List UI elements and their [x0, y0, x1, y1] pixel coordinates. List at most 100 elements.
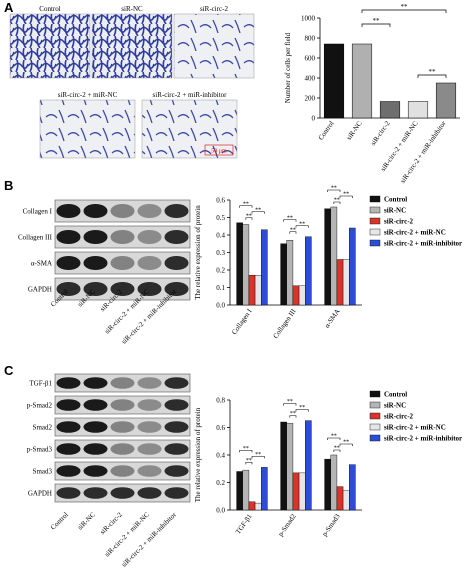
significance: **: [243, 201, 249, 207]
bar: [242, 224, 250, 306]
significance-bracket: [289, 231, 297, 234]
bar: [254, 502, 262, 511]
significance: **: [290, 411, 296, 417]
legend-label: siR-circ-2 + miR-NC: [384, 229, 446, 237]
bar: [324, 208, 331, 306]
y-tick-label: 0.1: [216, 284, 225, 292]
significance-bracket: [245, 217, 253, 220]
bar: [349, 227, 356, 306]
blot-row-label: Smad3: [33, 468, 53, 476]
significance: **: [290, 227, 296, 233]
blot-band: [56, 281, 81, 297]
significance: **: [287, 215, 293, 221]
x-tick-label: p-Smad3: [321, 512, 342, 538]
bar: [261, 467, 268, 511]
blot-band: [56, 229, 81, 245]
legend-label: siR-NC: [384, 207, 406, 215]
blot-band: [137, 465, 162, 477]
significance-bracket: [339, 443, 353, 446]
blot-band: [164, 203, 189, 219]
bar: [351, 43, 373, 119]
blot-band: [56, 203, 81, 219]
blot-row-label: α-SMA: [31, 260, 52, 268]
bar: [330, 454, 338, 511]
significance-bracket: [333, 449, 341, 452]
y-tick-label: 200: [305, 95, 316, 103]
bar: [236, 471, 243, 511]
legend-swatch: [369, 239, 381, 247]
scale-bar: 50 μm: [211, 149, 227, 155]
bar: [242, 469, 250, 511]
blot-row-label: Collagen III: [18, 234, 53, 242]
bar: [305, 236, 312, 306]
blot-band: [164, 255, 189, 271]
y-axis-label: The relative expression of protein: [194, 205, 202, 300]
y-tick-label: 0.8: [216, 397, 225, 405]
bar: [342, 259, 350, 306]
blot-band: [164, 229, 189, 245]
significance: **: [401, 3, 409, 11]
blot-band: [56, 443, 81, 455]
lane-label: Control: [49, 511, 70, 532]
bar: [379, 101, 401, 119]
blot-band: [56, 421, 81, 433]
legend-label: siR-circ-2 + miR-inhibitor: [384, 435, 462, 443]
blot-band: [83, 487, 108, 499]
bar: [280, 421, 287, 511]
micrograph: [173, 13, 255, 79]
x-tick-label: α-SMA: [323, 308, 342, 330]
legend-swatch: [369, 401, 381, 409]
bar: [286, 423, 294, 511]
blot-band: [110, 377, 135, 389]
blot-band: [83, 443, 108, 455]
significance: **: [299, 405, 305, 411]
image-label: Control: [39, 5, 60, 13]
blot-band: [83, 255, 108, 271]
significance-bracket: [327, 189, 341, 192]
significance-bracket: [361, 23, 391, 27]
legend-swatch: [369, 390, 381, 398]
bar: [286, 240, 294, 306]
y-tick-label: 0.2: [216, 267, 225, 275]
significance-bracket: [361, 9, 447, 13]
blot-band: [137, 203, 162, 219]
blot-band: [164, 487, 189, 499]
y-tick-label: 800: [305, 35, 316, 43]
micrograph: [91, 13, 173, 79]
blot-row-label: GAPDH: [28, 490, 52, 498]
bar: [324, 458, 331, 511]
significance: **: [243, 446, 249, 452]
y-tick-label: 0.5: [216, 214, 225, 222]
blot-band: [137, 255, 162, 271]
panel-label: A: [4, 0, 14, 15]
blot-row-label: Collagen I: [23, 208, 53, 216]
y-tick-label: 0.0: [216, 507, 225, 515]
legend-label: siR-circ-2: [384, 218, 414, 226]
blot-band: [137, 281, 162, 297]
y-tick-label: 0: [312, 115, 316, 123]
blot-row-label: p-Smad3: [27, 446, 53, 454]
blot-band: [83, 377, 108, 389]
blot-band: [110, 255, 135, 271]
legend-swatch: [369, 195, 381, 203]
blot-band: [110, 443, 135, 455]
significance-bracket: [239, 450, 253, 453]
significance: **: [373, 17, 381, 25]
significance-bracket: [295, 409, 309, 412]
blot-band: [137, 399, 162, 411]
x-tick-label: TGF-β1: [234, 512, 254, 536]
blot-band: [164, 465, 189, 477]
blot-band: [137, 421, 162, 433]
blot-band: [164, 399, 189, 411]
blot-band: [110, 465, 135, 477]
blot-band: [137, 443, 162, 455]
legend-label: siR-NC: [384, 402, 406, 410]
y-tick-label: 400: [305, 75, 316, 83]
x-tick-label: Collagen I: [230, 307, 254, 336]
blot-band: [110, 421, 135, 433]
bar: [407, 101, 429, 119]
image-label: siR-circ-2 + miR-NC: [58, 91, 118, 99]
blot-band: [83, 229, 108, 245]
y-tick-label: 600: [305, 55, 316, 63]
